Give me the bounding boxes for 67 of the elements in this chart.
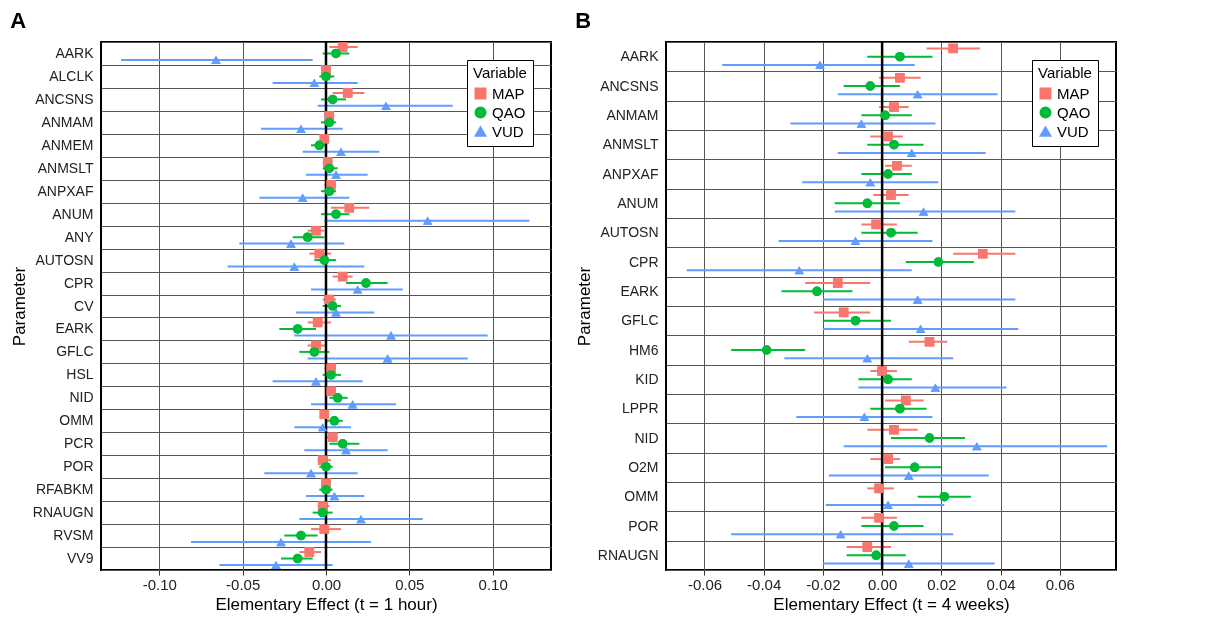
legend-label: VUD (1057, 122, 1089, 140)
y-tick-label: PCR (63, 435, 94, 452)
x-tick-label: -0.06 (687, 575, 723, 593)
y-tick-label: ALCLK (49, 67, 95, 84)
y-axis-title: Parameter (9, 266, 29, 347)
y-tick-label: RVSM (53, 527, 94, 544)
legend-title: Variable (1038, 64, 1092, 81)
chart-title: A (10, 8, 27, 33)
y-tick-label: AUTOSN (600, 224, 659, 241)
y-tick-label: HM6 (628, 341, 659, 358)
x-tick-label: -0.10 (142, 575, 177, 593)
x-axis-title: Elementary Effect (t = 1 hour) (215, 594, 438, 614)
y-tick-label: ANMSLT (37, 159, 94, 176)
x-tick-label: -0.04 (747, 575, 782, 593)
x-tick-label: 0.10 (478, 575, 508, 593)
y-tick-label: GFLC (56, 343, 94, 360)
y-tick-label: AUTOSN (35, 251, 94, 268)
y-tick-label: ANUM (52, 205, 94, 222)
y-tick-label: ANPXAF (37, 182, 94, 199)
x-tick-label: 0.06 (1045, 575, 1075, 593)
y-tick-label: EARK (55, 320, 95, 337)
y-tick-label: NID (69, 389, 94, 406)
y-tick-label: HSL (66, 366, 94, 383)
y-tick-label: RNAUGN (597, 546, 659, 563)
y-tick-label: EARK (620, 282, 660, 299)
x-tick-label: -0.05 (226, 575, 261, 593)
y-tick-label: ANY (64, 228, 95, 245)
legend-label: QAO (492, 103, 526, 121)
legend-title: Variable (473, 64, 527, 81)
x-tick-label: 0.00 (868, 575, 898, 593)
y-tick-label: OMM (59, 412, 94, 429)
y-tick-label: ANPXAF (602, 165, 659, 182)
y-tick-label: POR (628, 517, 659, 534)
chart-title: B (575, 8, 592, 33)
legend-label: QAO (1057, 103, 1091, 121)
y-tick-label: POR (63, 458, 94, 475)
y-tick-label: OMM (624, 488, 659, 505)
y-tick-label: NID (634, 429, 659, 446)
y-tick-label: KID (635, 370, 659, 387)
y-tick-label: ANUM (617, 194, 659, 211)
y-tick-label: ANMSLT (602, 136, 659, 153)
y-tick-label: GFLC (621, 312, 659, 329)
x-tick-label: 0.02 (927, 575, 957, 593)
x-axis-title: Elementary Effect (t = 4 weeks) (773, 594, 1010, 614)
y-tick-label: AARK (620, 48, 660, 65)
y-tick-label: ANMEM (41, 136, 94, 153)
y-tick-label: CPR (63, 274, 94, 291)
y-tick-label: O2M (628, 458, 659, 475)
legend-label: MAP (1057, 84, 1090, 102)
y-tick-label: ANMAM (41, 113, 94, 130)
y-axis-title: Parameter (574, 266, 594, 347)
x-tick-label: 0.05 (395, 575, 425, 593)
y-tick-label: RFABKM (35, 481, 94, 498)
y-tick-label: AARK (55, 44, 95, 61)
x-tick-label: -0.02 (806, 575, 841, 593)
legend-label: MAP (492, 84, 525, 102)
y-tick-label: ANCSNS (600, 77, 659, 94)
y-tick-label: LPPR (621, 400, 659, 417)
y-tick-label: ANCSNS (35, 90, 94, 107)
y-tick-label: CPR (628, 253, 659, 270)
y-tick-label: ANMAM (606, 106, 659, 123)
x-tick-label: 0.04 (986, 575, 1016, 593)
y-tick-label: RNAUGN (32, 504, 94, 521)
y-tick-label: VV9 (67, 550, 94, 567)
y-tick-label: CV (74, 297, 95, 314)
legend-label: VUD (492, 122, 524, 140)
x-tick-label: 0.00 (311, 575, 342, 593)
